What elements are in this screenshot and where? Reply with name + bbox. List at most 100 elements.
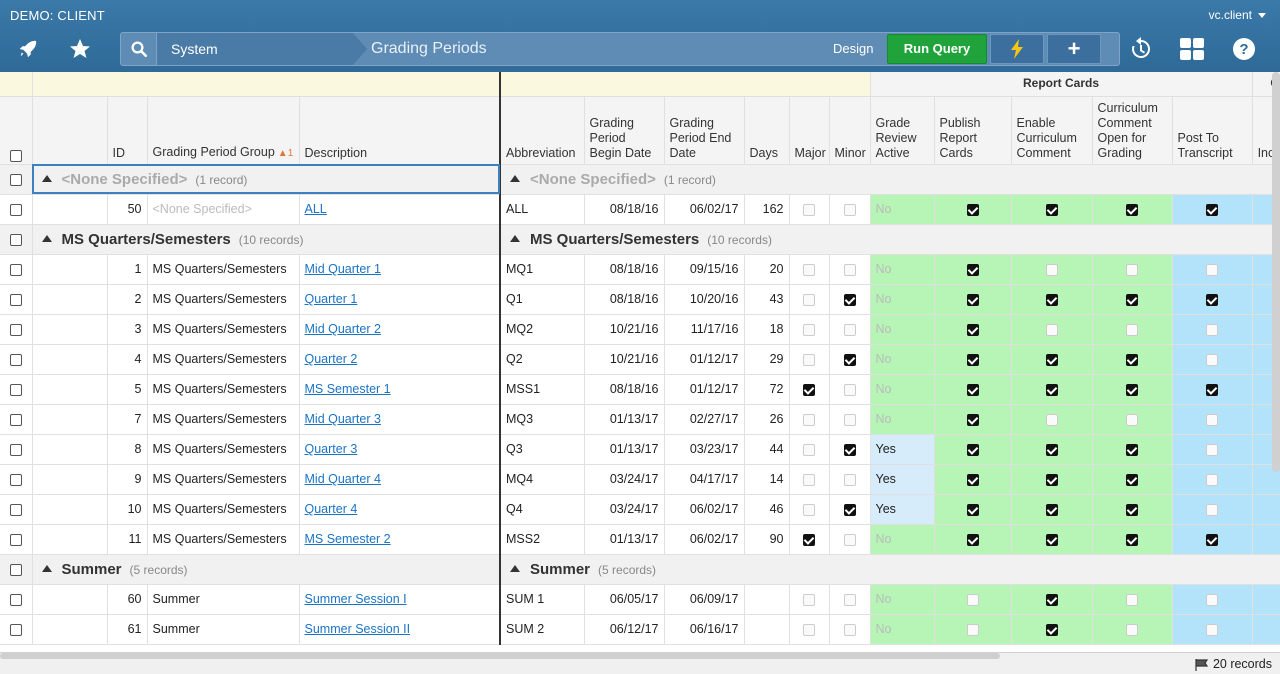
cell-minor[interactable] <box>829 434 871 465</box>
cell-post-transcript-checkbox[interactable] <box>1206 503 1219 516</box>
cell-minor[interactable] <box>829 254 871 285</box>
cell-minor[interactable] <box>829 374 871 405</box>
header-post-transcript[interactable]: Post To Transcript <box>1172 96 1253 165</box>
description-link[interactable]: Mid Quarter 4 <box>304 472 381 486</box>
cell-comment-open-checkbox[interactable] <box>1126 353 1138 366</box>
cell-enable-comment-checkbox[interactable] <box>1045 263 1058 276</box>
header-minor[interactable]: Minor <box>829 96 871 165</box>
cell-post-transcript[interactable] <box>1172 314 1253 345</box>
cell-enable-comment[interactable] <box>1011 194 1093 225</box>
cell-enable-comment-checkbox[interactable] <box>1045 353 1058 366</box>
description-link[interactable]: Mid Quarter 1 <box>304 262 381 276</box>
cell-comment-open-checkbox[interactable] <box>1126 593 1138 606</box>
select-all-checkbox[interactable] <box>9 150 22 163</box>
cell-minor[interactable] <box>829 404 871 435</box>
row-select[interactable] <box>0 584 33 615</box>
cell-post-transcript-checkbox[interactable] <box>1206 203 1219 216</box>
cell-post-transcript-checkbox[interactable] <box>1206 533 1219 546</box>
cell-post-transcript[interactable] <box>1172 584 1253 615</box>
header-group[interactable]: Grading Period Group ▲1 <box>147 96 300 165</box>
cell-comment-open-checkbox[interactable] <box>1126 203 1138 216</box>
cell-publish[interactable] <box>934 614 1012 645</box>
collapse-icon[interactable] <box>510 565 520 573</box>
cell-comment-open[interactable] <box>1092 284 1173 315</box>
cell-minor-checkbox[interactable] <box>843 533 856 546</box>
cell-publish[interactable] <box>934 584 1012 615</box>
table-row[interactable]: 9 MS Quarters/Semesters Mid Quarter 4 MQ4 03… <box>0 464 1280 495</box>
cell-major-checkbox[interactable] <box>803 443 815 456</box>
cell-major-checkbox[interactable] <box>803 533 815 546</box>
row-checkbox[interactable] <box>9 203 22 216</box>
cell-description[interactable]: Quarter 4 <box>299 494 501 525</box>
cell-comment-open-checkbox[interactable] <box>1126 263 1138 276</box>
cell-minor-checkbox[interactable] <box>843 263 856 276</box>
cell-comment-open[interactable] <box>1092 374 1173 405</box>
cell-publish-checkbox[interactable] <box>966 413 979 426</box>
cell-major[interactable] <box>789 284 830 315</box>
help-icon[interactable]: ? <box>1228 34 1260 64</box>
cell-comment-open[interactable] <box>1092 194 1173 225</box>
cell-comment-open[interactable] <box>1092 584 1173 615</box>
cell-post-transcript-checkbox[interactable] <box>1206 443 1219 456</box>
cell-major[interactable] <box>789 434 830 465</box>
cell-minor-checkbox[interactable] <box>843 443 856 456</box>
cell-description[interactable]: Mid Quarter 3 <box>299 404 501 435</box>
cell-enable-comment-checkbox[interactable] <box>1045 623 1058 636</box>
header-enable-comment[interactable]: Enable Curriculum Comment <box>1011 96 1093 165</box>
cell-major[interactable] <box>789 404 830 435</box>
cell-comment-open[interactable] <box>1092 404 1173 435</box>
cell-minor-checkbox[interactable] <box>843 473 856 486</box>
group-row[interactable]: <None Specified> (1 record) <None Specifie… <box>0 164 1280 195</box>
cell-comment-open[interactable] <box>1092 494 1173 525</box>
cell-comment-open-checkbox[interactable] <box>1126 443 1138 456</box>
cell-publish-checkbox[interactable] <box>966 263 979 276</box>
cell-publish[interactable] <box>934 194 1012 225</box>
cell-enable-comment-checkbox[interactable] <box>1045 293 1058 306</box>
cell-minor[interactable] <box>829 194 871 225</box>
table-row[interactable]: 50 <None Specified> ALL ALL 08/18/16 06/02/17… <box>0 194 1280 225</box>
cell-enable-comment-checkbox[interactable] <box>1045 503 1058 516</box>
cell-minor[interactable] <box>829 284 871 315</box>
collapse-icon[interactable] <box>510 235 520 243</box>
group-row[interactable]: Summer (5 records) Summer (5 records) <box>0 554 1280 585</box>
description-link[interactable]: MS Semester 2 <box>304 532 391 546</box>
header-end-date[interactable]: Grading Period End Date <box>664 96 745 165</box>
cell-minor-checkbox[interactable] <box>843 593 856 606</box>
table-row[interactable]: 7 MS Quarters/Semesters Mid Quarter 3 MQ3 01… <box>0 404 1280 435</box>
group-title-right[interactable]: Summer (5 records) <box>500 554 1280 585</box>
header-major[interactable]: Major <box>789 96 830 165</box>
cell-comment-open-checkbox[interactable] <box>1126 533 1138 546</box>
user-menu[interactable]: vc.client <box>1209 8 1266 22</box>
cell-description[interactable]: Mid Quarter 4 <box>299 464 501 495</box>
cell-post-transcript-checkbox[interactable] <box>1206 413 1219 426</box>
group-checkbox[interactable] <box>9 233 22 246</box>
cell-publish-checkbox[interactable] <box>966 383 979 396</box>
row-checkbox[interactable] <box>9 383 22 396</box>
cell-publish[interactable] <box>934 344 1012 375</box>
cell-post-transcript[interactable] <box>1172 284 1253 315</box>
table-row[interactable]: 5 MS Quarters/Semesters MS Semester 1 MSS1 0… <box>0 374 1280 405</box>
cell-enable-comment-checkbox[interactable] <box>1045 593 1058 606</box>
cell-post-transcript[interactable] <box>1172 374 1253 405</box>
cell-minor-checkbox[interactable] <box>843 203 856 216</box>
cell-publish[interactable] <box>934 374 1012 405</box>
header-id[interactable]: ID <box>107 96 148 165</box>
cell-major-checkbox[interactable] <box>803 383 815 396</box>
cell-enable-comment[interactable] <box>1011 284 1093 315</box>
cell-minor[interactable] <box>829 494 871 525</box>
collapse-icon[interactable] <box>41 175 52 183</box>
cell-major-checkbox[interactable] <box>803 353 815 366</box>
description-link[interactable]: Mid Quarter 2 <box>304 322 381 336</box>
collapse-icon[interactable] <box>41 565 52 573</box>
cell-major-checkbox[interactable] <box>803 593 815 606</box>
cell-comment-open[interactable] <box>1092 464 1173 495</box>
cell-post-transcript[interactable] <box>1172 614 1253 645</box>
cell-minor[interactable] <box>829 314 871 345</box>
row-checkbox[interactable] <box>9 353 22 366</box>
cell-major[interactable] <box>789 344 830 375</box>
group-title-left[interactable]: Summer (5 records) <box>32 554 501 585</box>
history-icon[interactable] <box>1124 34 1156 64</box>
cell-description[interactable]: Quarter 3 <box>299 434 501 465</box>
cell-post-transcript-checkbox[interactable] <box>1206 623 1219 636</box>
row-select[interactable] <box>0 494 33 525</box>
